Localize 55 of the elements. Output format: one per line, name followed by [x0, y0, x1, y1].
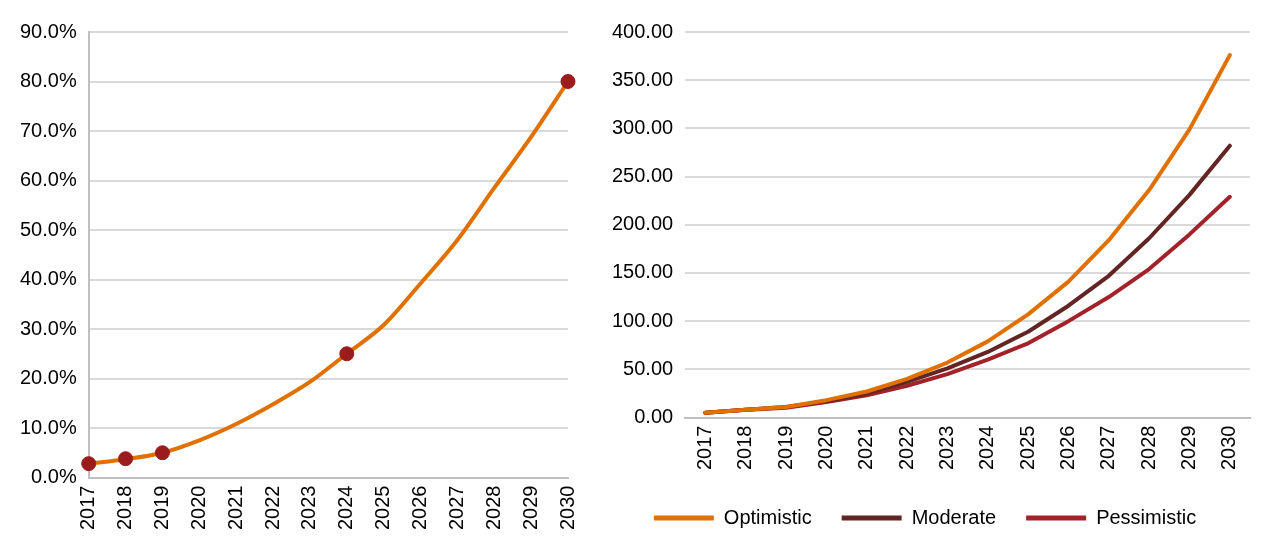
x-tick-label: 2024 [334, 485, 357, 531]
y-tick-label: 10.0% [19, 415, 77, 438]
x-tick-label: 2018 [113, 485, 136, 531]
x-tick-label: 2022 [894, 425, 917, 471]
x-tick-label: 2026 [1055, 425, 1078, 471]
x-tick-label: 2020 [186, 485, 209, 531]
y-tick-label: 250.00 [612, 164, 674, 187]
x-tick-label: 2017 [692, 425, 715, 471]
legend-label: Optimistic [723, 505, 812, 528]
y-tick-label: 50.00 [623, 356, 674, 379]
x-tick-label: 2030 [1217, 425, 1240, 471]
x-tick-label: 2029 [518, 485, 541, 531]
x-tick-label: 2022 [260, 485, 283, 531]
x-tick-label: 2023 [297, 485, 320, 531]
y-tick-label: 20.0% [19, 366, 77, 389]
x-tick-label: 2027 [444, 485, 467, 531]
x-tick-label: 2019 [773, 425, 796, 471]
x-tick-label: 2025 [371, 485, 394, 531]
x-tick-label: 2027 [1096, 425, 1119, 471]
x-tick-label: 2023 [934, 425, 957, 471]
y-tick-label: 90.0% [19, 19, 77, 42]
point [560, 74, 576, 89]
y-tick-label: 100.00 [612, 308, 674, 331]
x-tick-label: 2020 [813, 425, 836, 471]
x-tick-label: 2019 [149, 485, 172, 531]
y-tick-label: 60.0% [19, 168, 77, 191]
legend-label: Moderate [911, 505, 997, 528]
legend-label: Pessimistic [1096, 505, 1197, 528]
y-tick-label: 0.00 [634, 405, 674, 428]
point [154, 445, 170, 461]
point [118, 451, 134, 467]
x-tick-label: 2028 [1136, 425, 1159, 471]
x-tick-label: 2017 [76, 485, 99, 531]
x-tick-label: 2024 [975, 425, 998, 471]
x-tick-label: 2025 [1015, 425, 1038, 471]
x-tick-label: 2028 [481, 485, 504, 531]
x-tick-label: 2030 [555, 485, 578, 531]
x-tick-label: 2021 [223, 485, 246, 531]
x-tick-label: 2021 [854, 425, 877, 471]
y-tick-label: 80.0% [19, 69, 77, 92]
y-tick-label: 50.0% [19, 217, 77, 240]
y-tick-label: 30.0% [19, 316, 77, 339]
y-tick-label: 400.00 [612, 19, 674, 42]
x-tick-label: 2018 [733, 425, 756, 471]
x-tick-label: 2029 [1177, 425, 1199, 471]
y-tick-label: 200.00 [612, 212, 674, 235]
point [339, 346, 355, 362]
y-tick-label: 40.0% [19, 267, 77, 290]
y-tick-label: 300.00 [612, 115, 674, 138]
y-tick-label: 150.00 [612, 260, 674, 283]
point [81, 456, 97, 472]
y-tick-label: 70.0% [19, 118, 77, 141]
y-tick-label: 0.0% [31, 465, 77, 488]
x-tick-label: 2026 [408, 485, 431, 531]
y-tick-label: 350.00 [612, 67, 674, 90]
